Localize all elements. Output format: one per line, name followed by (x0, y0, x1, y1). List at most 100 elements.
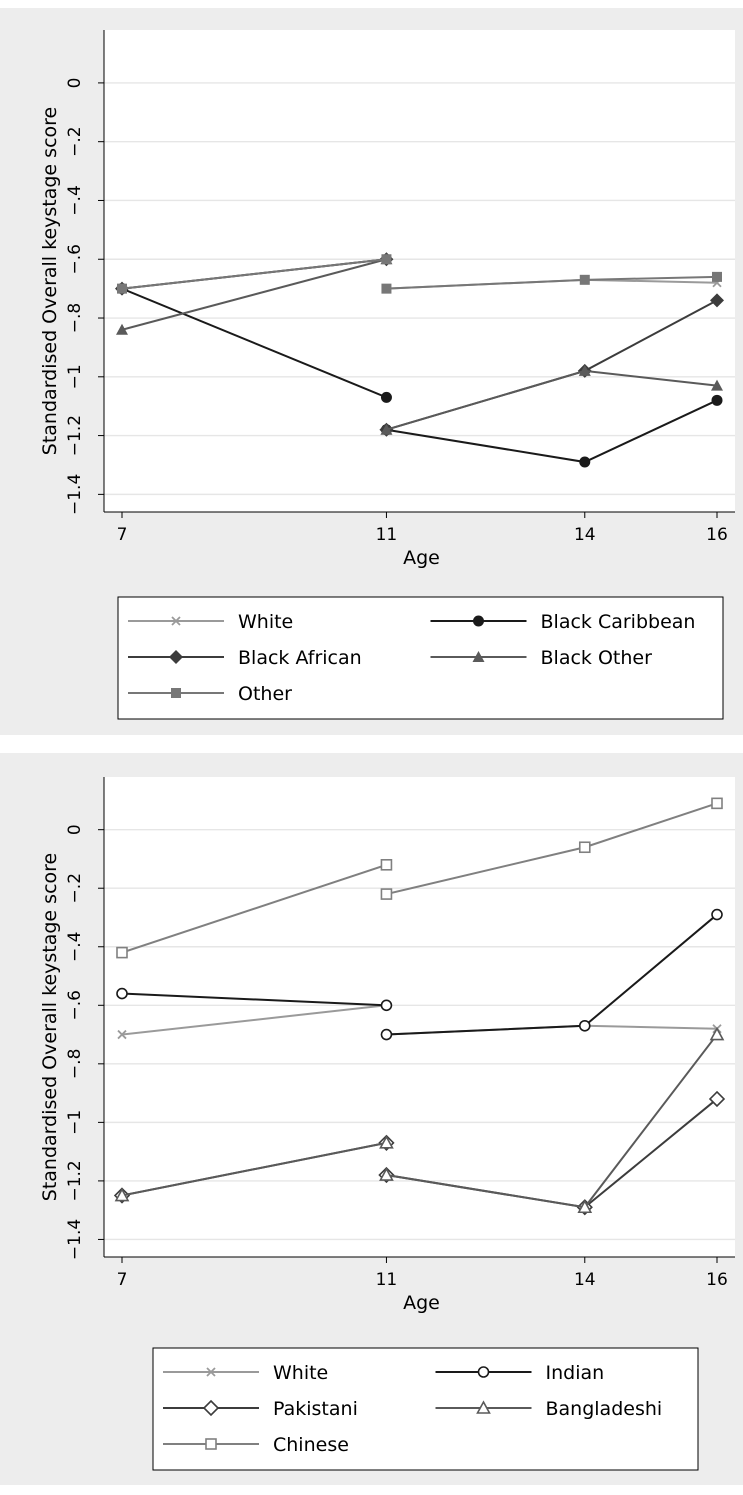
data-point (578, 841, 591, 854)
data-point (380, 859, 393, 871)
y-tick-label: −.2 (65, 873, 85, 903)
legend-item: Black Caribbean (430, 611, 696, 633)
y-tick-label: 0 (65, 77, 85, 88)
chart-panel-1: 0 −.2 −.4 −.6 −.8 −1 −1.2 −1.4 7 11 14 16 Standardis… (0, 8, 743, 735)
legend-item: White (163, 1362, 328, 1384)
legend-item: Other (128, 683, 292, 705)
legend-label: Pakistani (273, 1398, 358, 1420)
y-tick-label: −.4 (65, 932, 85, 962)
series-line (121, 287, 387, 399)
series-line (121, 1141, 387, 1197)
x-tick-label: 7 (117, 1270, 128, 1290)
x-tick-label: 16 (706, 1270, 728, 1290)
y-tick-label: −.4 (65, 185, 85, 215)
data-point (114, 1187, 130, 1202)
data-point (708, 1090, 726, 1108)
series-line (121, 992, 387, 1007)
data-point (116, 946, 128, 959)
series-indian (116, 908, 723, 1041)
x-tick-label: 14 (574, 1270, 596, 1290)
legend-label: Black Other (541, 647, 653, 669)
data-point (380, 999, 393, 1012)
data-point (711, 394, 723, 406)
legend-marker (473, 615, 484, 627)
legend-item: Black African (128, 647, 362, 669)
x-tick-label: 16 (706, 525, 728, 545)
x-tick-label: 14 (574, 525, 596, 545)
legend: White Indian Pakistani Bangladeshi Chinese (152, 1347, 699, 1471)
series-line (121, 258, 387, 290)
legend-label: White (238, 611, 293, 633)
legend-label: Bangladeshi (546, 1398, 663, 1420)
y-axis-title: Standardised Overall keystage score (39, 107, 61, 455)
data-point (711, 379, 723, 391)
legend-marker (206, 1367, 216, 1377)
legend-marker (477, 1366, 490, 1378)
series-chinese (116, 797, 723, 959)
data-point (381, 254, 392, 265)
y-tick-label: −.8 (65, 1049, 85, 1079)
legend: White Black Caribbean Black African Black O… (117, 596, 724, 720)
data-point (379, 1135, 394, 1149)
y-tick-label: −.8 (65, 303, 85, 333)
data-point (380, 423, 393, 435)
data-point (117, 283, 127, 294)
legend-marker (472, 651, 485, 662)
data-point (379, 1167, 394, 1181)
y-tick-label: −1.4 (65, 474, 85, 515)
data-point (116, 323, 128, 335)
series-line (121, 258, 387, 331)
legend-item: Indian (435, 1362, 605, 1384)
legend-item: Pakistani (163, 1398, 358, 1420)
series-line (121, 1004, 387, 1036)
data-point (579, 274, 590, 285)
legend-marker (202, 1399, 220, 1417)
plot-area (104, 777, 735, 1257)
data-point (711, 908, 723, 921)
y-tick-label: −1.2 (65, 1160, 85, 1201)
data-point (116, 987, 128, 1000)
legend-label: White (273, 1362, 328, 1384)
y-axis-title: Standardised Overall keystage score (39, 853, 61, 1201)
plot-area (104, 30, 735, 512)
legend-marker (171, 616, 181, 626)
data-point (712, 271, 722, 282)
data-point (711, 797, 723, 810)
legend-marker (205, 1438, 217, 1450)
series-line (121, 863, 387, 954)
series-bangladeshi (114, 1026, 725, 1214)
y-tick-label: −.6 (65, 990, 85, 1020)
legend-label: Black Caribbean (541, 611, 696, 633)
y-tick-label: −.2 (65, 126, 85, 156)
data-point (380, 888, 393, 900)
y-tick-label: 0 (65, 824, 85, 835)
legend-label: Other (238, 683, 292, 705)
data-point (381, 283, 392, 294)
data-point (117, 1029, 127, 1040)
x-axis-title: Age (403, 1292, 440, 1314)
legend-label: Indian (546, 1362, 605, 1384)
legend-marker (171, 688, 181, 698)
y-tick-label: −1.4 (65, 1219, 85, 1260)
legend-marker (476, 1400, 491, 1414)
y-tick-label: −1 (65, 1110, 85, 1135)
legend-label: Chinese (273, 1434, 349, 1456)
data-point (710, 293, 724, 308)
series-other (117, 254, 722, 294)
chart-panel-2: 0 −.2 −.4 −.6 −.8 −1 −1.2 −1.4 7 11 14 16 Standardis… (0, 753, 743, 1485)
y-tick-label: −1.2 (65, 415, 85, 456)
data-point (578, 364, 591, 376)
data-point (709, 1026, 725, 1041)
legend-item: Bangladeshi (435, 1398, 663, 1420)
y-tick-label: −.6 (65, 244, 85, 274)
x-tick-label: 11 (376, 525, 398, 545)
data-point (579, 456, 591, 468)
legend-marker (169, 650, 183, 664)
legend-item: Black Other (430, 647, 653, 669)
legend-label: Black African (238, 647, 362, 669)
legend-item: Chinese (163, 1434, 349, 1456)
data-point (380, 1028, 393, 1041)
data-point (578, 1019, 591, 1032)
